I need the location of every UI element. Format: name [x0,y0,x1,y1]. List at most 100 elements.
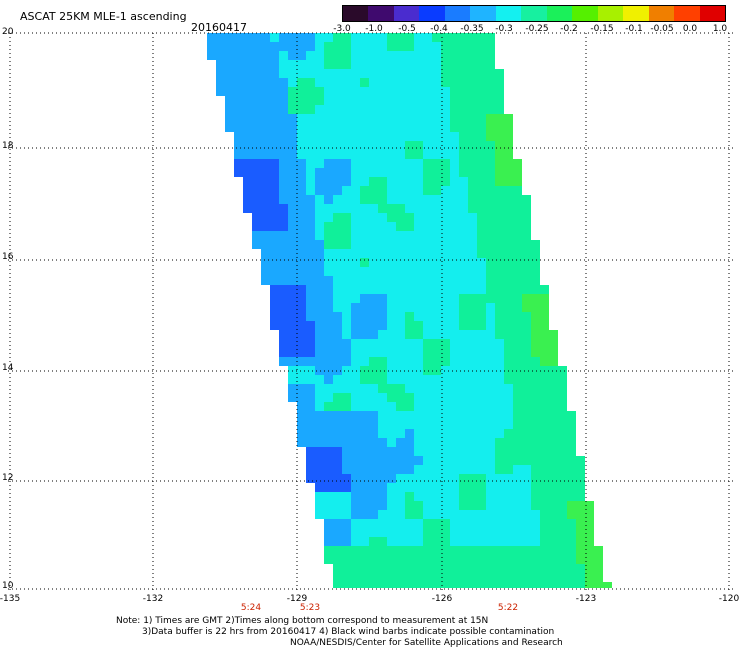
swath-cell [387,456,396,465]
swath-cell [405,312,414,321]
swath-cell [486,204,495,213]
swath-cell [360,564,369,573]
swath-cell [495,573,504,582]
swath-cell [387,519,396,528]
swath-cell [297,204,306,213]
swath-cell [549,582,558,588]
swath-cell [360,87,369,96]
swath-cell [252,222,261,231]
swath-cell [279,159,288,168]
swath-cell [441,321,450,330]
swath-cell [522,501,531,510]
swath-cell [414,276,423,285]
swath-cell [513,492,522,501]
swath-cell [414,87,423,96]
swath-cell [414,546,423,555]
swath-cell [297,321,306,330]
swath-cell [396,231,405,240]
swath-cell [459,213,468,222]
swath-cell [360,114,369,123]
swath-cell [432,105,441,114]
swath-cell [297,42,306,51]
swath-cell [423,555,432,564]
swath-cell [504,501,513,510]
swath-cell [369,321,378,330]
swath-cell [495,312,504,321]
swath-cell [405,429,414,438]
swath-cell [558,573,567,582]
swath-cell [459,222,468,231]
swath-cell [504,231,513,240]
swath-cell [396,528,405,537]
colorbar-swatch [546,6,573,21]
swath-cell [495,276,504,285]
swath-cell [603,582,612,588]
swath-cell [459,249,468,258]
swath-cell [459,519,468,528]
swath-cell [306,456,315,465]
swath-cell [351,168,360,177]
swath-cell [360,330,369,339]
swath-cell [405,150,414,159]
swath-cell [522,321,531,330]
swath-cell [468,168,477,177]
swath-cell [360,483,369,492]
swath-cell [432,312,441,321]
swath-cell [567,474,576,483]
swath-cell [558,537,567,546]
swath-cell [279,186,288,195]
swath-cell [297,429,306,438]
swath-cell [522,510,531,519]
swath-cell [477,69,486,78]
swath-cell [297,357,306,366]
swath-cell [288,240,297,249]
swath-cell [414,393,423,402]
swath-cell [549,420,558,429]
swath-cell [324,501,333,510]
swath-cell [333,105,342,114]
swath-cell [477,393,486,402]
swath-cell [459,204,468,213]
swath-cell [360,519,369,528]
swath-cell [396,276,405,285]
swath-cell [261,186,270,195]
swath-cell [495,456,504,465]
swath-cell [558,402,567,411]
swath-cell [351,105,360,114]
swath-cell [360,303,369,312]
swath-cell [477,285,486,294]
swath-cell [405,483,414,492]
swath-cell [432,420,441,429]
swath-cell [486,438,495,447]
swath-cell [396,582,405,588]
swath-cell [270,294,279,303]
swath-cell [342,285,351,294]
swath-cell [360,537,369,546]
swath-cell [333,330,342,339]
swath-cell [288,177,297,186]
swath-cell [324,87,333,96]
swath-cell [531,447,540,456]
swath-cell [540,492,549,501]
swath-cell [522,339,531,348]
swath-cell [414,33,423,42]
swath-cell [531,357,540,366]
swath-cell [468,564,477,573]
swath-cell [441,348,450,357]
swath-cell [531,267,540,276]
swath-cell [477,177,486,186]
swath-cell [459,177,468,186]
swath-cell [522,438,531,447]
swath-cell [495,582,504,588]
swath-cell [360,78,369,87]
swath-cell [459,51,468,60]
swath-cell [432,447,441,456]
swath-cell [387,231,396,240]
swath-cell [459,33,468,42]
swath-cell [405,285,414,294]
swath-cell [369,33,378,42]
swath-cell [333,555,342,564]
swath-cell [468,177,477,186]
swath-cell [477,159,486,168]
swath-cell [306,249,315,258]
